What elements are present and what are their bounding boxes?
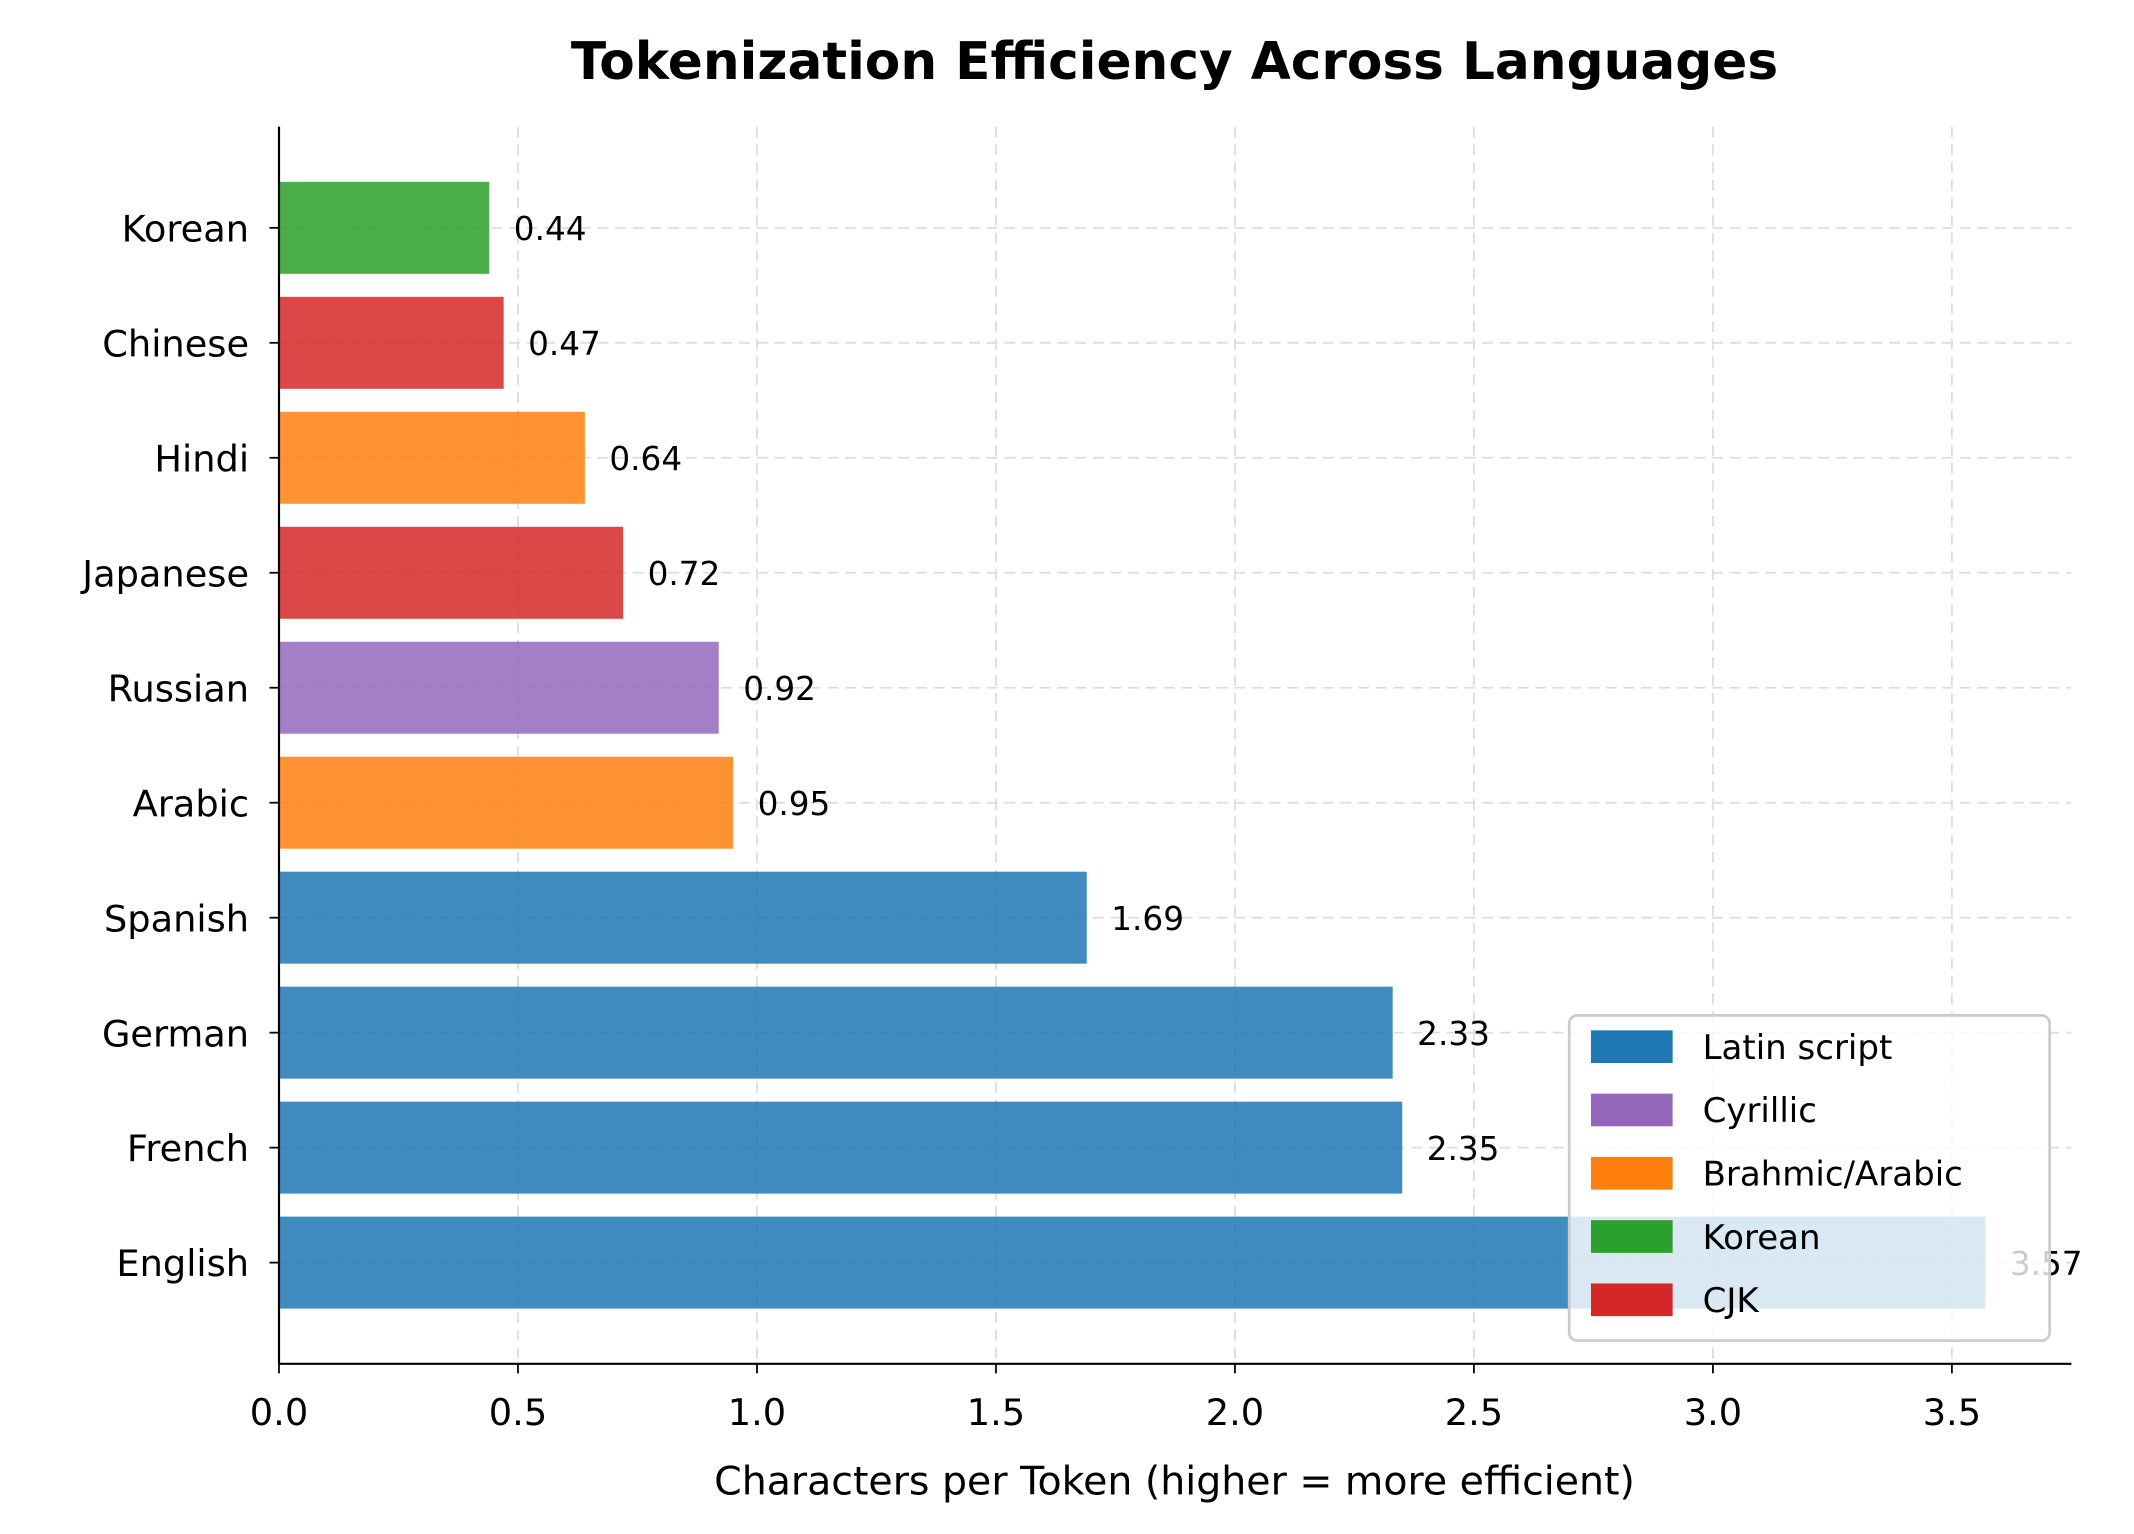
data-label: 0.72: [648, 555, 721, 593]
legend-swatch: [1590, 1030, 1673, 1064]
bar-korean: [278, 181, 490, 274]
legend-frame: [1567, 1014, 2051, 1343]
x-tick-label: 2.0: [1206, 1391, 1264, 1434]
data-label: 1.69: [1111, 900, 1184, 938]
legend-label: Brahmic/Arabic: [1703, 1154, 1963, 1194]
y-tick-label: German: [102, 1012, 249, 1055]
bar-spanish: [278, 871, 1087, 964]
y-tick-label: English: [116, 1242, 249, 1285]
x-tick-label: 0.0: [250, 1391, 308, 1434]
legend-label: Cyrillic: [1703, 1091, 1817, 1131]
legend-swatch: [1590, 1156, 1673, 1190]
y-tick-label: Russian: [108, 667, 249, 710]
bar-german: [278, 986, 1393, 1079]
data-label: 0.64: [609, 440, 682, 478]
legend-label: Korean: [1703, 1218, 1821, 1258]
x-axis-label: Characters per Token (higher = more effi…: [714, 1458, 1635, 1504]
x-tick-label: 3.5: [1923, 1391, 1981, 1434]
bar-japanese: [278, 526, 624, 619]
bar-russian: [278, 641, 719, 734]
y-tick-label: Korean: [122, 207, 249, 250]
data-label: 0.47: [528, 325, 601, 363]
x-tick-label: 1.0: [728, 1391, 786, 1434]
chart-title: Tokenization Efficiency Across Languages: [571, 32, 1778, 92]
legend-swatch: [1590, 1283, 1673, 1317]
legend-label: Latin script: [1703, 1028, 1893, 1068]
legend-swatch: [1590, 1220, 1673, 1253]
x-tick-label: 0.5: [489, 1391, 547, 1434]
data-label: 2.35: [1427, 1130, 1500, 1168]
bar-chinese: [278, 296, 504, 389]
data-label: 0.92: [743, 670, 816, 708]
bar-french: [278, 1101, 1403, 1194]
y-tick-label: Hindi: [154, 437, 249, 480]
legend-swatch: [1590, 1093, 1673, 1127]
y-tick-label: Arabic: [133, 782, 249, 825]
bar-arabic: [278, 756, 734, 849]
x-tick-label: 3.0: [1684, 1391, 1742, 1434]
legend: Latin script Cyrillic Brahmic/Arabic Korean…: [1567, 1014, 2051, 1343]
x-tick-label: 1.5: [967, 1391, 1025, 1434]
data-label: 2.33: [1417, 1015, 1490, 1053]
x-tick-label: 2.5: [1445, 1391, 1503, 1434]
y-tick-label: Spanish: [104, 897, 249, 940]
y-tick-label: French: [127, 1127, 249, 1170]
bar-hindi: [278, 411, 585, 504]
data-label: 0.95: [758, 785, 831, 823]
y-tick-label: Chinese: [102, 322, 249, 365]
y-tick-label: Japanese: [80, 552, 249, 595]
data-label: 0.44: [514, 210, 587, 248]
legend-label: CJK: [1703, 1281, 1761, 1321]
